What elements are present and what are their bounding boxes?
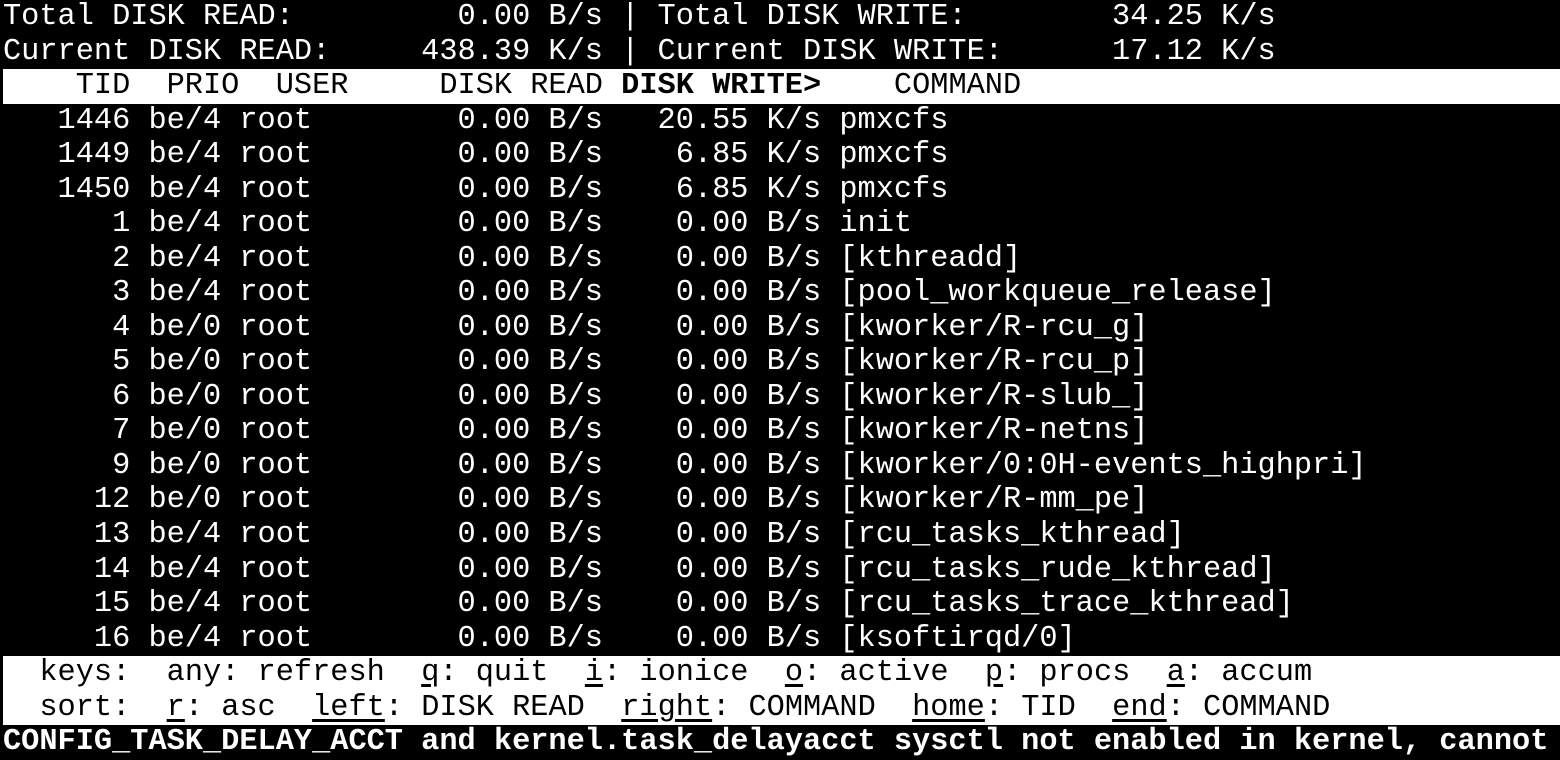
process-row: 15 be/4 root 0.00 B/s 0.00 B/s [rcu_task… [3,587,1294,622]
keys-help-line: keys: any: refresh q: quit i: ionice o: … [3,656,1560,691]
process-row: 3 be/4 root 0.00 B/s 0.00 B/s [pool_work… [3,276,1276,311]
process-row: 1450 be/4 root 0.00 B/s 6.85 K/s pmxcfs [3,172,949,207]
key-shortcut: p [984,656,1004,691]
key-shortcut: i [584,656,604,691]
process-row: 13 be/4 root 0.00 B/s 0.00 B/s [rcu_task… [3,517,1185,552]
process-row: 1446 be/4 root 0.00 B/s 20.55 K/s pmxcfs [3,103,949,138]
process-row: 12 be/0 root 0.00 B/s 0.00 B/s [kworker/… [3,483,1149,518]
process-row: 6 be/0 root 0.00 B/s 0.00 B/s [kworker/R… [3,379,1149,414]
status-bar: CONFIG_TASK_DELAY_ACCT and kernel.task_d… [3,725,1549,760]
process-row: 4 be/0 root 0.00 B/s 0.00 B/s [kworker/R… [3,310,1149,345]
key-shortcut: right [621,690,713,725]
process-list: 1446 be/4 root 0.00 B/s 20.55 K/s pmxcfs… [0,104,1560,657]
process-row: 16 be/4 root 0.00 B/s 0.00 B/s [ksoftirq… [3,621,1076,656]
process-row: 9 be/0 root 0.00 B/s 0.00 B/s [kworker/0… [3,448,1367,483]
key-shortcut: end [1112,690,1167,725]
summary-line-totals: Total DISK READ: 0.00 B/s | Total DISK W… [3,0,1276,34]
summary-line-current: Current DISK READ: 438.39 K/s | Current … [3,34,1276,69]
column-header-command: COMMAND [821,69,1022,104]
key-shortcut: home [912,690,985,725]
key-shortcut: any [166,656,222,691]
sort-column-header[interactable]: DISK WRITE> [621,69,822,104]
process-row: 5 be/0 root 0.00 B/s 0.00 B/s [kworker/R… [3,345,1149,380]
sort-help-line: sort: r: asc left: DISK READ right: COMM… [3,690,1560,726]
column-headers-left: TID PRIO USER DISK READ [3,69,622,104]
process-row: 1 be/4 root 0.00 B/s 0.00 B/s init [3,207,913,242]
process-row: 1449 be/4 root 0.00 B/s 6.85 K/s pmxcfs [3,138,949,173]
process-row: 2 be/4 root 0.00 B/s 0.00 B/s [kthreadd] [3,241,1022,276]
key-shortcut: q [421,656,440,691]
key-shortcut: left [312,690,385,725]
table-header-row: TID PRIO USER DISK READ DISK WRITE> COMM… [3,69,1560,104]
key-shortcut: a [1166,656,1185,691]
process-row: 14 be/4 root 0.00 B/s 0.00 B/s [rcu_task… [3,552,1276,587]
process-row: 7 be/0 root 0.00 B/s 0.00 B/s [kworker/R… [3,414,1149,449]
key-shortcut: r [166,690,185,725]
key-shortcut: o [784,656,804,691]
